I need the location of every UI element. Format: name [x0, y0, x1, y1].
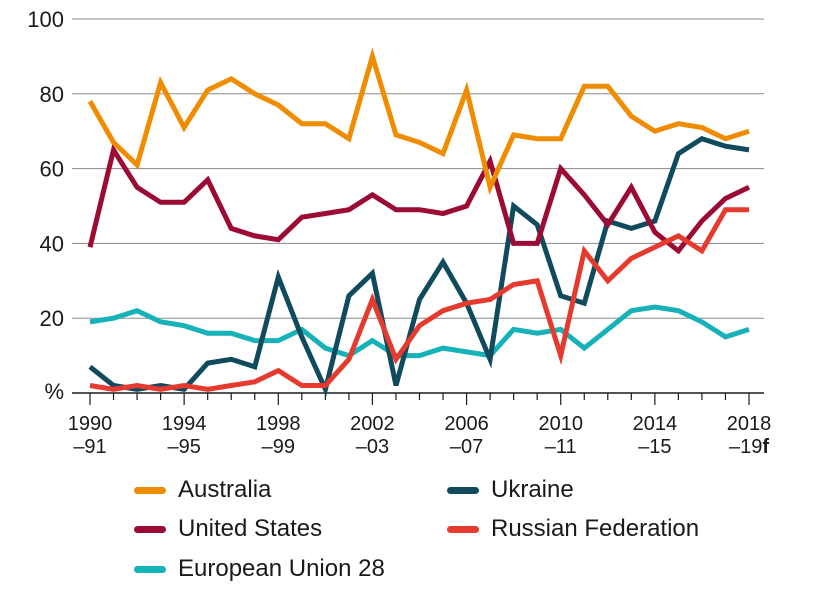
- legend-label-european-union-28: European Union 28: [178, 555, 385, 582]
- series-line-ukraine: [88, 135, 750, 397]
- gridlines: [72, 18, 764, 319]
- x-tick-sublabel-2002: –03: [356, 436, 389, 458]
- y-tick-label-60: 60: [40, 157, 64, 182]
- forecast-marker: f: [762, 436, 769, 458]
- legend-swatch-european-union-28: [134, 565, 166, 573]
- legend-swatch-russian-federation: [447, 525, 479, 533]
- legend-item-european-union-28: European Union 28: [134, 554, 385, 584]
- x-tick-label-2010: 2010: [538, 413, 583, 435]
- x-tick-sublabel-1990: –91: [73, 436, 106, 458]
- x-tick-label-1994: 1994: [162, 413, 207, 435]
- series-lines: [87, 47, 751, 397]
- legend-label-ukraine: Ukraine: [491, 476, 574, 503]
- x-tick-label-2014: 2014: [633, 413, 678, 435]
- y-tick-label-100: 100: [27, 7, 64, 32]
- x-tick-sublabel-2006: –07: [450, 436, 483, 458]
- y-axis-unit-label: %: [44, 379, 64, 404]
- series-line-european-union-28: [89, 304, 750, 359]
- legend-item-ukraine: Ukraine: [447, 475, 574, 505]
- x-tick-label-1990: 1990: [68, 413, 113, 435]
- series-line-australia: [87, 47, 750, 195]
- legend-item-united-states: United States: [134, 514, 322, 544]
- x-tick-label-2018: 2018: [727, 413, 772, 435]
- x-tick-sublabel-1994: –95: [167, 436, 200, 458]
- x-tick-label-2006: 2006: [444, 413, 489, 435]
- series-line-russian-federation: [89, 207, 749, 392]
- x-tick-label-2002: 2002: [350, 413, 395, 435]
- legend-swatch-united-states: [134, 525, 166, 533]
- x-tick-sublabel-2010: –11: [545, 436, 577, 458]
- legend-label-russian-federation: Russian Federation: [491, 515, 700, 542]
- legend-label-united-states: United States: [178, 515, 323, 542]
- legend-item-russian-federation: Russian Federation: [447, 514, 699, 544]
- legend-swatch-ukraine: [447, 486, 479, 494]
- legend-swatch-australia: [134, 486, 166, 494]
- y-axis-ticks: 100 80 60 40 20%: [27, 7, 64, 404]
- x-tick-sublabel-2014: –15: [638, 436, 671, 458]
- y-tick-label-40: 40: [40, 231, 64, 256]
- legend-item-australia: Australia: [134, 475, 271, 505]
- x-axis: 1990–911994–951998–992002–032006–072010–…: [68, 392, 772, 458]
- x-tick-sublabel-1998: –99: [262, 436, 295, 458]
- x-tick-sublabel-2018: –19f: [729, 436, 769, 458]
- legend-label-australia: Australia: [178, 476, 272, 503]
- y-tick-label-80: 80: [40, 82, 64, 107]
- x-tick-label-1998: 1998: [256, 413, 301, 435]
- y-tick-label-20: 20: [40, 306, 64, 331]
- series-line-united-states: [87, 143, 751, 255]
